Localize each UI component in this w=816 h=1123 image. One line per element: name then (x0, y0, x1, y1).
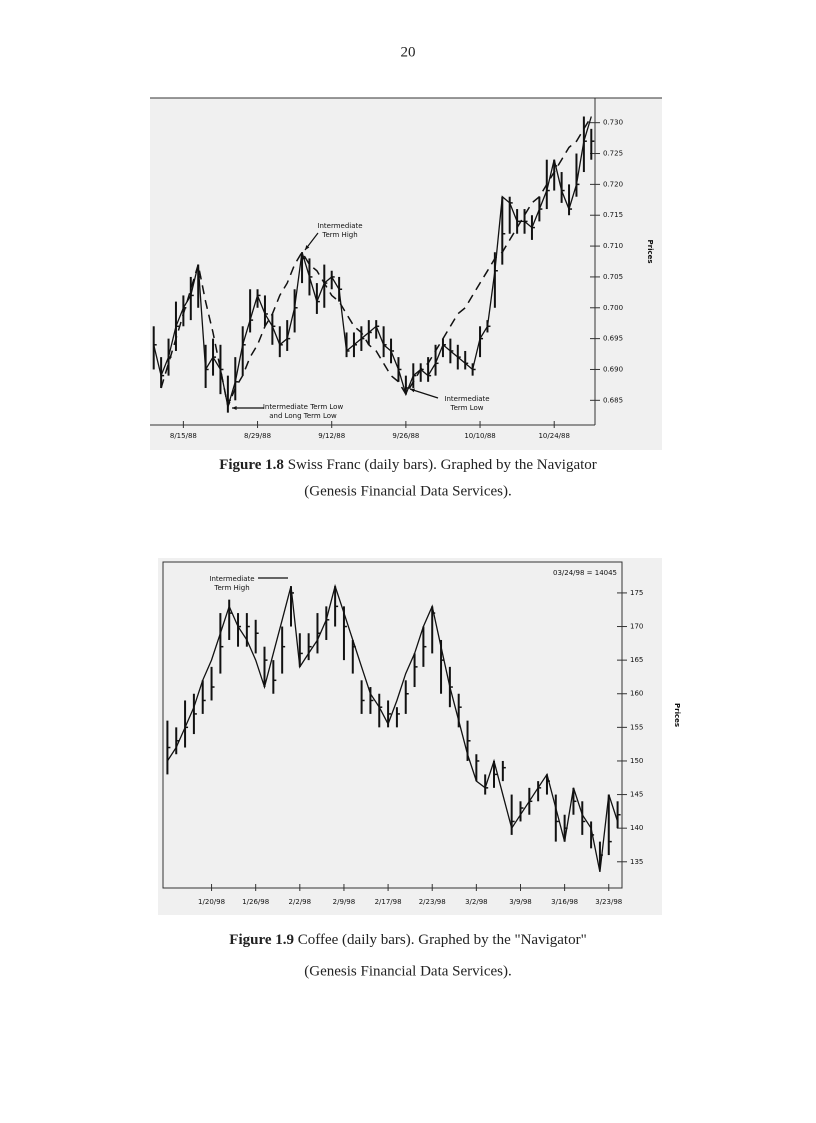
annotation: Term High (213, 584, 249, 592)
x-tick-label: 3/16/98 (551, 898, 578, 906)
annotation: Intermediate (209, 575, 254, 583)
x-tick-label: 3/23/98 (595, 898, 622, 906)
caption-label: Figure 1.8 (219, 457, 284, 473)
y-tick-label: 170 (630, 623, 643, 631)
y-tick-label: 140 (630, 824, 643, 832)
y-tick-label: 0.685 (603, 396, 623, 404)
caption-text: Swiss Franc (daily bars). Graphed by the… (288, 457, 597, 473)
x-tick-label: 2/2/98 (289, 898, 312, 906)
arrow-head (305, 245, 310, 250)
annotation-arrow (409, 388, 439, 399)
y-tick-label: 175 (630, 589, 643, 597)
caption-text: (Genesis Financial Data Services). (304, 483, 511, 499)
caption: Figure 1.8 Swiss Franc (daily bars). Gra… (219, 457, 597, 473)
caption-text: Coffee (daily bars). Graphed by the "Nav… (298, 932, 587, 948)
arrow-head (232, 406, 237, 410)
x-tick-label: 1/26/98 (242, 898, 269, 906)
y-tick-label: 160 (630, 690, 643, 698)
chart-background (150, 98, 662, 450)
y-tick-label: 150 (630, 757, 643, 765)
y-axis-label: Prices (673, 703, 681, 727)
y-tick-label: 155 (630, 723, 643, 731)
x-tick-label: 3/2/98 (465, 898, 488, 906)
swing-line (166, 583, 619, 873)
y-tick-label: 0.730 (603, 119, 623, 127)
x-tick-label: 2/23/98 (419, 898, 446, 906)
x-tick-label: 8/15/88 (170, 432, 197, 440)
y-tick-label: 0.710 (603, 242, 623, 250)
x-tick-label: 3/9/98 (509, 898, 532, 906)
caption-label: Figure 1.9 (229, 932, 294, 948)
x-tick-label: 2/17/98 (375, 898, 402, 906)
y-tick-label: 0.700 (603, 304, 623, 312)
y-tick-label: 165 (630, 656, 643, 664)
arrow-head (410, 388, 415, 393)
caption-text: (Genesis Financial Data Services). (304, 963, 511, 979)
y-axis-label: Prices (646, 239, 654, 263)
page-number: 20 (401, 44, 416, 60)
y-tick-label: 135 (630, 858, 643, 866)
y-tick-label: 145 (630, 791, 643, 799)
annotation: Term High (321, 231, 357, 239)
y-tick-label: 0.690 (603, 365, 623, 373)
chart-header: 03/24/98 = 14045 (553, 569, 617, 577)
x-tick-label: 9/12/88 (318, 432, 345, 440)
x-tick-label: 9/26/88 (392, 432, 419, 440)
y-tick-label: 0.725 (603, 150, 623, 158)
annotation: and Long Term Low (269, 412, 337, 420)
annotation: Intermediate (317, 222, 362, 230)
annotation: Intermediate (444, 395, 489, 403)
x-tick-label: 10/24/88 (538, 432, 569, 440)
y-tick-label: 0.720 (603, 180, 623, 188)
x-tick-label: 8/29/88 (244, 432, 271, 440)
x-tick-label: 1/20/98 (198, 898, 225, 906)
chart-background (158, 558, 662, 915)
y-tick-label: 0.695 (603, 335, 623, 343)
swing-line (153, 116, 592, 407)
annotation: Intermediate Term Low (263, 403, 344, 411)
annotation: Term Low (450, 404, 484, 412)
chart: 0.685 0.690 0.695 0.700 0.705 0.710 0.715 0.720… (150, 97, 662, 450)
x-tick-label: 10/10/88 (464, 432, 495, 440)
y-tick-label: 0.705 (603, 273, 623, 281)
y-tick-label: 0.715 (603, 211, 623, 219)
x-tick-label: 2/9/98 (333, 898, 356, 906)
caption: Figure 1.9 Coffee (daily bars). Graphed … (229, 932, 586, 948)
chart: 135 140 145 150 155 160 165 170 175 Prices 1/20/98… (158, 558, 681, 915)
trend-line (160, 116, 592, 410)
